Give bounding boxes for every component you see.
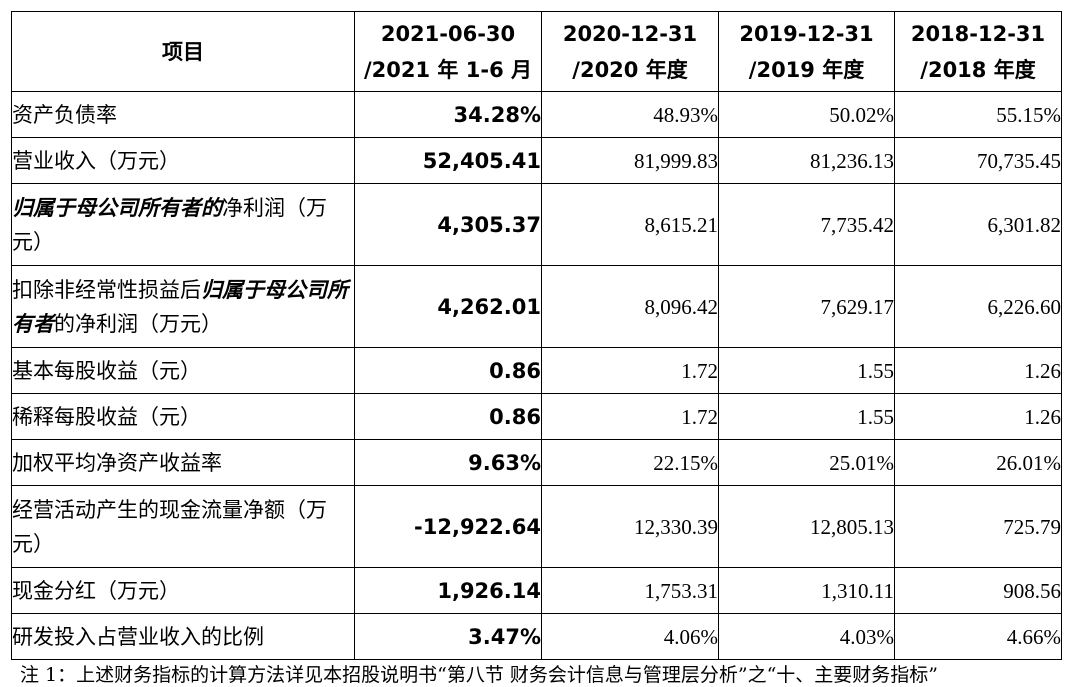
table-row: 资产负债率 34.28% 48.93% 50.02% 55.15% — [11, 91, 1062, 138]
value-2021: -12,922.64 — [354, 485, 542, 568]
row-label: 资产负债率 — [11, 91, 355, 138]
value-2020: 8,615.21 — [541, 183, 719, 266]
table-row: 归属于母公司所有者的净利润（万元） 4,305.37 8,615.21 7,73… — [11, 183, 1062, 266]
value-2021: 0.86 — [354, 347, 542, 394]
table-row: 稀释每股收益（元） 0.86 1.72 1.55 1.26 — [11, 393, 1062, 440]
value-2018: 908.56 — [894, 567, 1062, 614]
value-2019: 50.02% — [718, 91, 895, 138]
header-2019: 2019-12-31/2019 年度 — [718, 11, 895, 92]
header-2020: 2020-12-31/2020 年度 — [541, 11, 719, 92]
table-row: 营业收入（万元） 52,405.41 81,999.83 81,236.13 7… — [11, 137, 1062, 184]
value-2020: 1,753.31 — [541, 567, 719, 614]
header-2018: 2018-12-31/2018 年度 — [894, 11, 1062, 92]
value-2021: 34.28% — [354, 91, 542, 138]
value-2020: 8,096.42 — [541, 265, 719, 348]
table-row: 研发投入占营业收入的比例 3.47% 4.06% 4.03% 4.66% — [11, 613, 1062, 660]
value-2021: 1,926.14 — [354, 567, 542, 614]
value-2021: 4,262.01 — [354, 265, 542, 348]
header-item: 项目 — [11, 11, 355, 92]
label-emphasis: 归属于母公司所有者 — [12, 276, 348, 336]
value-2018: 6,301.82 — [894, 183, 1062, 266]
table-row: 加权平均净资产收益率 9.63% 22.15% 25.01% 26.01% — [11, 439, 1062, 486]
label-rest: 净利润（万元） — [12, 195, 327, 254]
value-2019: 1.55 — [718, 347, 895, 394]
value-2021: 3.47% — [354, 613, 542, 660]
value-2021: 9.63% — [354, 439, 542, 486]
row-label: 基本每股收益（元） — [11, 347, 355, 394]
value-2020: 1.72 — [541, 393, 719, 440]
value-2018: 4.66% — [894, 613, 1062, 660]
value-2021: 4,305.37 — [354, 183, 542, 266]
value-2018: 6,226.60 — [894, 265, 1062, 348]
header-row: 项目 2021-06-30/2021 年 1-6 月 2020-12-31/20… — [11, 11, 1062, 92]
value-2019: 81,236.13 — [718, 137, 895, 184]
value-2020: 4.06% — [541, 613, 719, 660]
value-2018: 26.01% — [894, 439, 1062, 486]
value-2020: 12,330.39 — [541, 485, 719, 568]
label-prefix: 扣除非经常性损益后 — [12, 277, 201, 302]
table-row: 经营活动产生的现金流量净额（万元） -12,922.64 12,330.39 1… — [11, 485, 1062, 568]
value-2019: 25.01% — [718, 439, 895, 486]
table-row: 基本每股收益（元） 0.86 1.72 1.55 1.26 — [11, 347, 1062, 394]
value-2019: 4.03% — [718, 613, 895, 660]
value-2018: 725.79 — [894, 485, 1062, 568]
row-label: 研发投入占营业收入的比例 — [11, 613, 355, 660]
label-rest: 的净利润（万元） — [54, 311, 222, 336]
value-2018: 1.26 — [894, 393, 1062, 440]
value-2021: 0.86 — [354, 393, 542, 440]
value-2019: 12,805.13 — [718, 485, 895, 568]
value-2019: 7,629.17 — [718, 265, 895, 348]
footnote: 注 1：上述财务指标的计算方法详见本招股说明书“第八节 财务会计信息与管理层分析… — [20, 664, 939, 686]
row-label: 归属于母公司所有者的净利润（万元） — [11, 183, 355, 266]
value-2019: 1.55 — [718, 393, 895, 440]
value-2020: 1.72 — [541, 347, 719, 394]
value-2018: 1.26 — [894, 347, 1062, 394]
row-label: 稀释每股收益（元） — [11, 393, 355, 440]
value-2020: 22.15% — [541, 439, 719, 486]
row-label: 加权平均净资产收益率 — [11, 439, 355, 486]
row-label: 扣除非经常性损益后归属于母公司所有者的净利润（万元） — [11, 265, 355, 348]
value-2021: 52,405.41 — [354, 137, 542, 184]
value-2018: 55.15% — [894, 91, 1062, 138]
financial-indicators-table: 项目 2021-06-30/2021 年 1-6 月 2020-12-31/20… — [11, 11, 1062, 660]
value-2020: 48.93% — [541, 91, 719, 138]
row-label: 经营活动产生的现金流量净额（万元） — [11, 485, 355, 568]
value-2019: 7,735.42 — [718, 183, 895, 266]
value-2020: 81,999.83 — [541, 137, 719, 184]
row-label: 现金分红（万元） — [11, 567, 355, 614]
header-2021: 2021-06-30/2021 年 1-6 月 — [354, 11, 542, 92]
row-label: 营业收入（万元） — [11, 137, 355, 184]
label-emphasis: 归属于母公司所有者的 — [12, 194, 222, 220]
value-2018: 70,735.45 — [894, 137, 1062, 184]
table-row: 现金分红（万元） 1,926.14 1,753.31 1,310.11 908.… — [11, 567, 1062, 614]
value-2019: 1,310.11 — [718, 567, 895, 614]
table-row: 扣除非经常性损益后归属于母公司所有者的净利润（万元） 4,262.01 8,09… — [11, 265, 1062, 348]
